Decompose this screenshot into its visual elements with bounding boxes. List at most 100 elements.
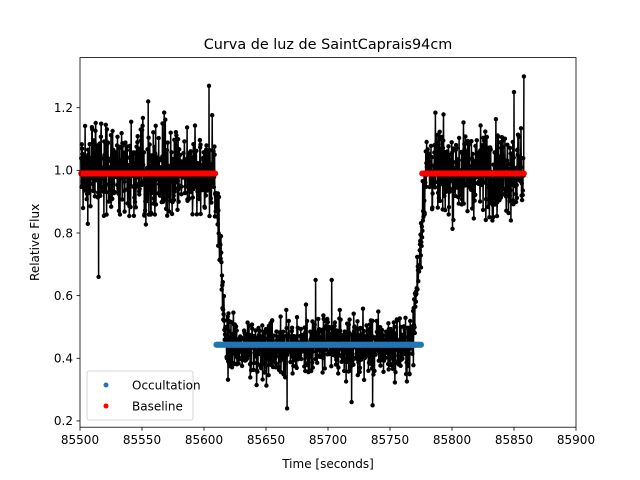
flux-point [140,123,145,128]
flux-point [392,380,398,385]
legend-baseline-label: Baseline [132,400,183,414]
flux-point [116,208,122,213]
flux-point [515,147,520,152]
flux-point [341,337,346,342]
flux-point [403,315,408,320]
flux-point [183,190,188,196]
flux-point [364,323,369,328]
flux-point [93,120,98,126]
flux-point [142,211,147,217]
legend-occultation-marker [103,382,109,388]
flux-point [186,155,191,160]
flux-point [488,147,493,152]
flux-point [273,361,279,366]
flux-point [479,143,485,148]
legend-occultation-label: Occultation [132,379,201,393]
flux-point [314,330,319,335]
flux-point [377,338,382,343]
flux-point [163,206,169,211]
x-tick-label: 85850 [495,433,533,447]
flux-point [373,352,378,357]
flux-point [139,146,144,151]
flux-point [361,328,366,334]
flux-point [350,335,356,340]
flux-point [163,153,168,159]
flux-point [342,368,347,374]
flux-point [514,195,520,201]
flux-point [221,312,226,317]
flux-point [135,134,140,139]
flux-point [96,274,101,280]
flux-point [494,188,499,193]
flux-point [413,299,419,304]
flux-point [90,181,95,186]
flux-point [309,368,314,374]
flux-point [479,182,484,188]
flux-point [163,117,168,122]
flux-point [92,140,97,145]
flux-point [176,199,181,204]
flux-point [432,150,437,155]
flux-point [267,331,273,336]
flux-point [174,157,179,162]
flux-point [111,180,116,185]
flux-point [89,155,94,161]
flux-point [497,154,503,159]
flux-point [418,253,423,258]
flux-point [372,368,377,374]
flux-point [204,147,209,152]
flux-point [280,357,285,362]
flux-point [378,363,383,368]
flux-point [381,333,386,338]
flux-point [223,324,228,330]
flux-point [166,209,172,214]
flux-point [472,161,477,166]
flux-point [122,175,128,180]
flux-point [216,208,221,213]
flux-point [146,135,151,140]
baseline-series [78,170,527,177]
x-tick-label: 85650 [247,433,285,447]
flux-point [466,163,471,168]
flux-point [440,145,446,151]
flux-point [255,369,260,374]
flux-point [166,187,171,192]
flux-point [132,161,137,166]
flux-point [513,192,518,197]
flux-point [79,146,85,151]
flux-point [126,177,132,182]
flux-point [226,328,231,334]
flux-point [197,137,203,143]
flux-point [411,363,416,368]
flux-point [165,193,170,199]
flux-point [212,144,217,149]
flux-point [386,367,391,372]
flux-point [98,193,103,198]
flux-point [113,151,118,156]
flux-point [159,158,165,163]
flux-point [275,334,280,339]
flux-point [462,146,467,152]
flux-point [486,163,491,168]
flux-point [128,155,133,161]
flux-point [234,328,239,333]
flux-point [391,362,396,368]
flux-point [414,291,419,297]
flux-point [507,145,513,151]
flux-point [435,205,440,210]
flux-point [303,302,309,307]
flux-point [214,204,219,209]
flux-point [182,156,187,162]
flux-point [146,99,151,104]
flux-point [491,214,496,220]
flux-point [127,213,132,219]
flux-point [313,356,318,362]
flux-point [505,142,510,147]
flux-point [481,160,486,165]
flux-point [434,166,440,171]
flux-point [310,365,315,370]
flux-point [194,178,199,184]
x-tick-label: 85700 [309,433,347,447]
flux-point [433,179,438,185]
flux-point [461,201,466,206]
